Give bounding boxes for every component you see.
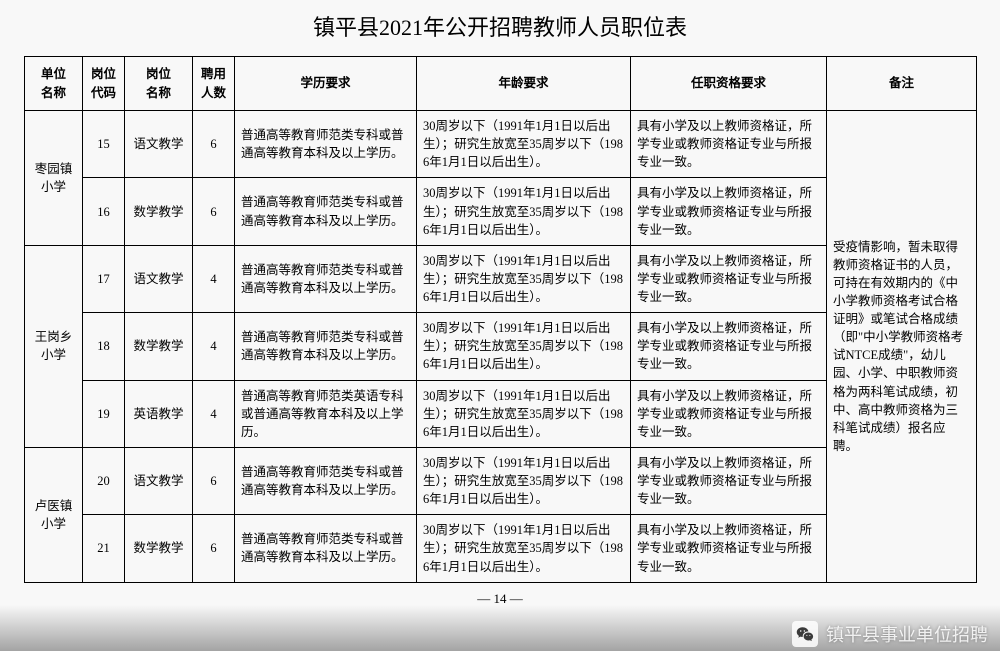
table-header-row: 单位名称 岗位代码 岗位名称 聘用人数 学历要求 年龄要求 任职资格要求 备注 bbox=[25, 57, 977, 111]
education-cell: 普通高等教育师范类英语专科或普通高等教育本科及以上学历。 bbox=[235, 380, 417, 447]
qualification-cell: 具有小学及以上教师资格证，所学专业或教师资格证专业与所报专业一致。 bbox=[631, 111, 827, 178]
unit-name-cell: 王岗乡小学 bbox=[25, 245, 83, 447]
count-cell: 6 bbox=[193, 447, 235, 514]
position-cell: 数学教学 bbox=[125, 515, 193, 582]
age-cell: 30周岁以下（1991年1月1日以后出生）；研究生放宽至35周岁以下（1986年… bbox=[417, 111, 631, 178]
code-cell: 17 bbox=[83, 245, 125, 312]
qualification-cell: 具有小学及以上教师资格证，所学专业或教师资格证专业与所报专业一致。 bbox=[631, 515, 827, 582]
code-cell: 20 bbox=[83, 447, 125, 514]
education-cell: 普通高等教育师范类专科或普通高等教育本科及以上学历。 bbox=[235, 515, 417, 582]
code-cell: 19 bbox=[83, 380, 125, 447]
code-cell: 18 bbox=[83, 313, 125, 380]
count-cell: 6 bbox=[193, 111, 235, 178]
age-cell: 30周岁以下（1991年1月1日以后出生）；研究生放宽至35周岁以下（1986年… bbox=[417, 380, 631, 447]
col-age: 年龄要求 bbox=[417, 57, 631, 111]
page-number: — 14 — bbox=[24, 591, 976, 607]
col-remark: 备注 bbox=[827, 57, 977, 111]
age-cell: 30周岁以下（1991年1月1日以后出生）；研究生放宽至35周岁以下（1986年… bbox=[417, 447, 631, 514]
education-cell: 普通高等教育师范类专科或普通高等教育本科及以上学历。 bbox=[235, 178, 417, 245]
code-cell: 21 bbox=[83, 515, 125, 582]
document-page: 镇平县2021年公开招聘教师人员职位表 单位名称 岗位代码 岗位名称 聘用人数 … bbox=[24, 10, 976, 607]
unit-name-cell: 卢医镇小学 bbox=[25, 447, 83, 582]
position-cell: 英语教学 bbox=[125, 380, 193, 447]
position-cell: 语文教学 bbox=[125, 111, 193, 178]
position-cell: 数学教学 bbox=[125, 178, 193, 245]
education-cell: 普通高等教育师范类专科或普通高等教育本科及以上学历。 bbox=[235, 245, 417, 312]
education-cell: 普通高等教育师范类专科或普通高等教育本科及以上学历。 bbox=[235, 111, 417, 178]
count-cell: 6 bbox=[193, 178, 235, 245]
col-count: 聘用人数 bbox=[193, 57, 235, 111]
col-code: 岗位代码 bbox=[83, 57, 125, 111]
remark-cell: 受疫情影响，暂未取得教师资格证书的人员，可持在有效期内的《中小学教师资格考试合格… bbox=[827, 111, 977, 583]
qualification-cell: 具有小学及以上教师资格证，所学专业或教师资格证专业与所报专业一致。 bbox=[631, 447, 827, 514]
col-unit: 单位名称 bbox=[25, 57, 83, 111]
count-cell: 4 bbox=[193, 380, 235, 447]
wechat-icon bbox=[792, 621, 818, 647]
code-cell: 16 bbox=[83, 178, 125, 245]
count-cell: 4 bbox=[193, 245, 235, 312]
count-cell: 4 bbox=[193, 313, 235, 380]
education-cell: 普通高等教育师范类专科或普通高等教育本科及以上学历。 bbox=[235, 447, 417, 514]
qualification-cell: 具有小学及以上教师资格证，所学专业或教师资格证专业与所报专业一致。 bbox=[631, 313, 827, 380]
qualification-cell: 具有小学及以上教师资格证，所学专业或教师资格证专业与所报专业一致。 bbox=[631, 178, 827, 245]
position-cell: 语文教学 bbox=[125, 447, 193, 514]
col-position: 岗位名称 bbox=[125, 57, 193, 111]
unit-name-cell: 枣园镇小学 bbox=[25, 111, 83, 246]
age-cell: 30周岁以下（1991年1月1日以后出生）；研究生放宽至35周岁以下（1986年… bbox=[417, 313, 631, 380]
count-cell: 6 bbox=[193, 515, 235, 582]
position-cell: 数学教学 bbox=[125, 313, 193, 380]
watermark: 镇平县事业单位招聘 bbox=[792, 621, 988, 647]
qualification-cell: 具有小学及以上教师资格证，所学专业或教师资格证专业与所报专业一致。 bbox=[631, 245, 827, 312]
table-row: 枣园镇小学15语文教学6普通高等教育师范类专科或普通高等教育本科及以上学历。30… bbox=[25, 111, 977, 178]
positions-table: 单位名称 岗位代码 岗位名称 聘用人数 学历要求 年龄要求 任职资格要求 备注 … bbox=[24, 56, 977, 583]
position-cell: 语文教学 bbox=[125, 245, 193, 312]
col-qualification: 任职资格要求 bbox=[631, 57, 827, 111]
age-cell: 30周岁以下（1991年1月1日以后出生）；研究生放宽至35周岁以下（1986年… bbox=[417, 245, 631, 312]
watermark-text: 镇平县事业单位招聘 bbox=[826, 621, 988, 647]
age-cell: 30周岁以下（1991年1月1日以后出生）；研究生放宽至35周岁以下（1986年… bbox=[417, 515, 631, 582]
page-title: 镇平县2021年公开招聘教师人员职位表 bbox=[24, 10, 976, 42]
age-cell: 30周岁以下（1991年1月1日以后出生）；研究生放宽至35周岁以下（1986年… bbox=[417, 178, 631, 245]
code-cell: 15 bbox=[83, 111, 125, 178]
qualification-cell: 具有小学及以上教师资格证，所学专业或教师资格证专业与所报专业一致。 bbox=[631, 380, 827, 447]
col-education: 学历要求 bbox=[235, 57, 417, 111]
education-cell: 普通高等教育师范类专科或普通高等教育本科及以上学历。 bbox=[235, 313, 417, 380]
